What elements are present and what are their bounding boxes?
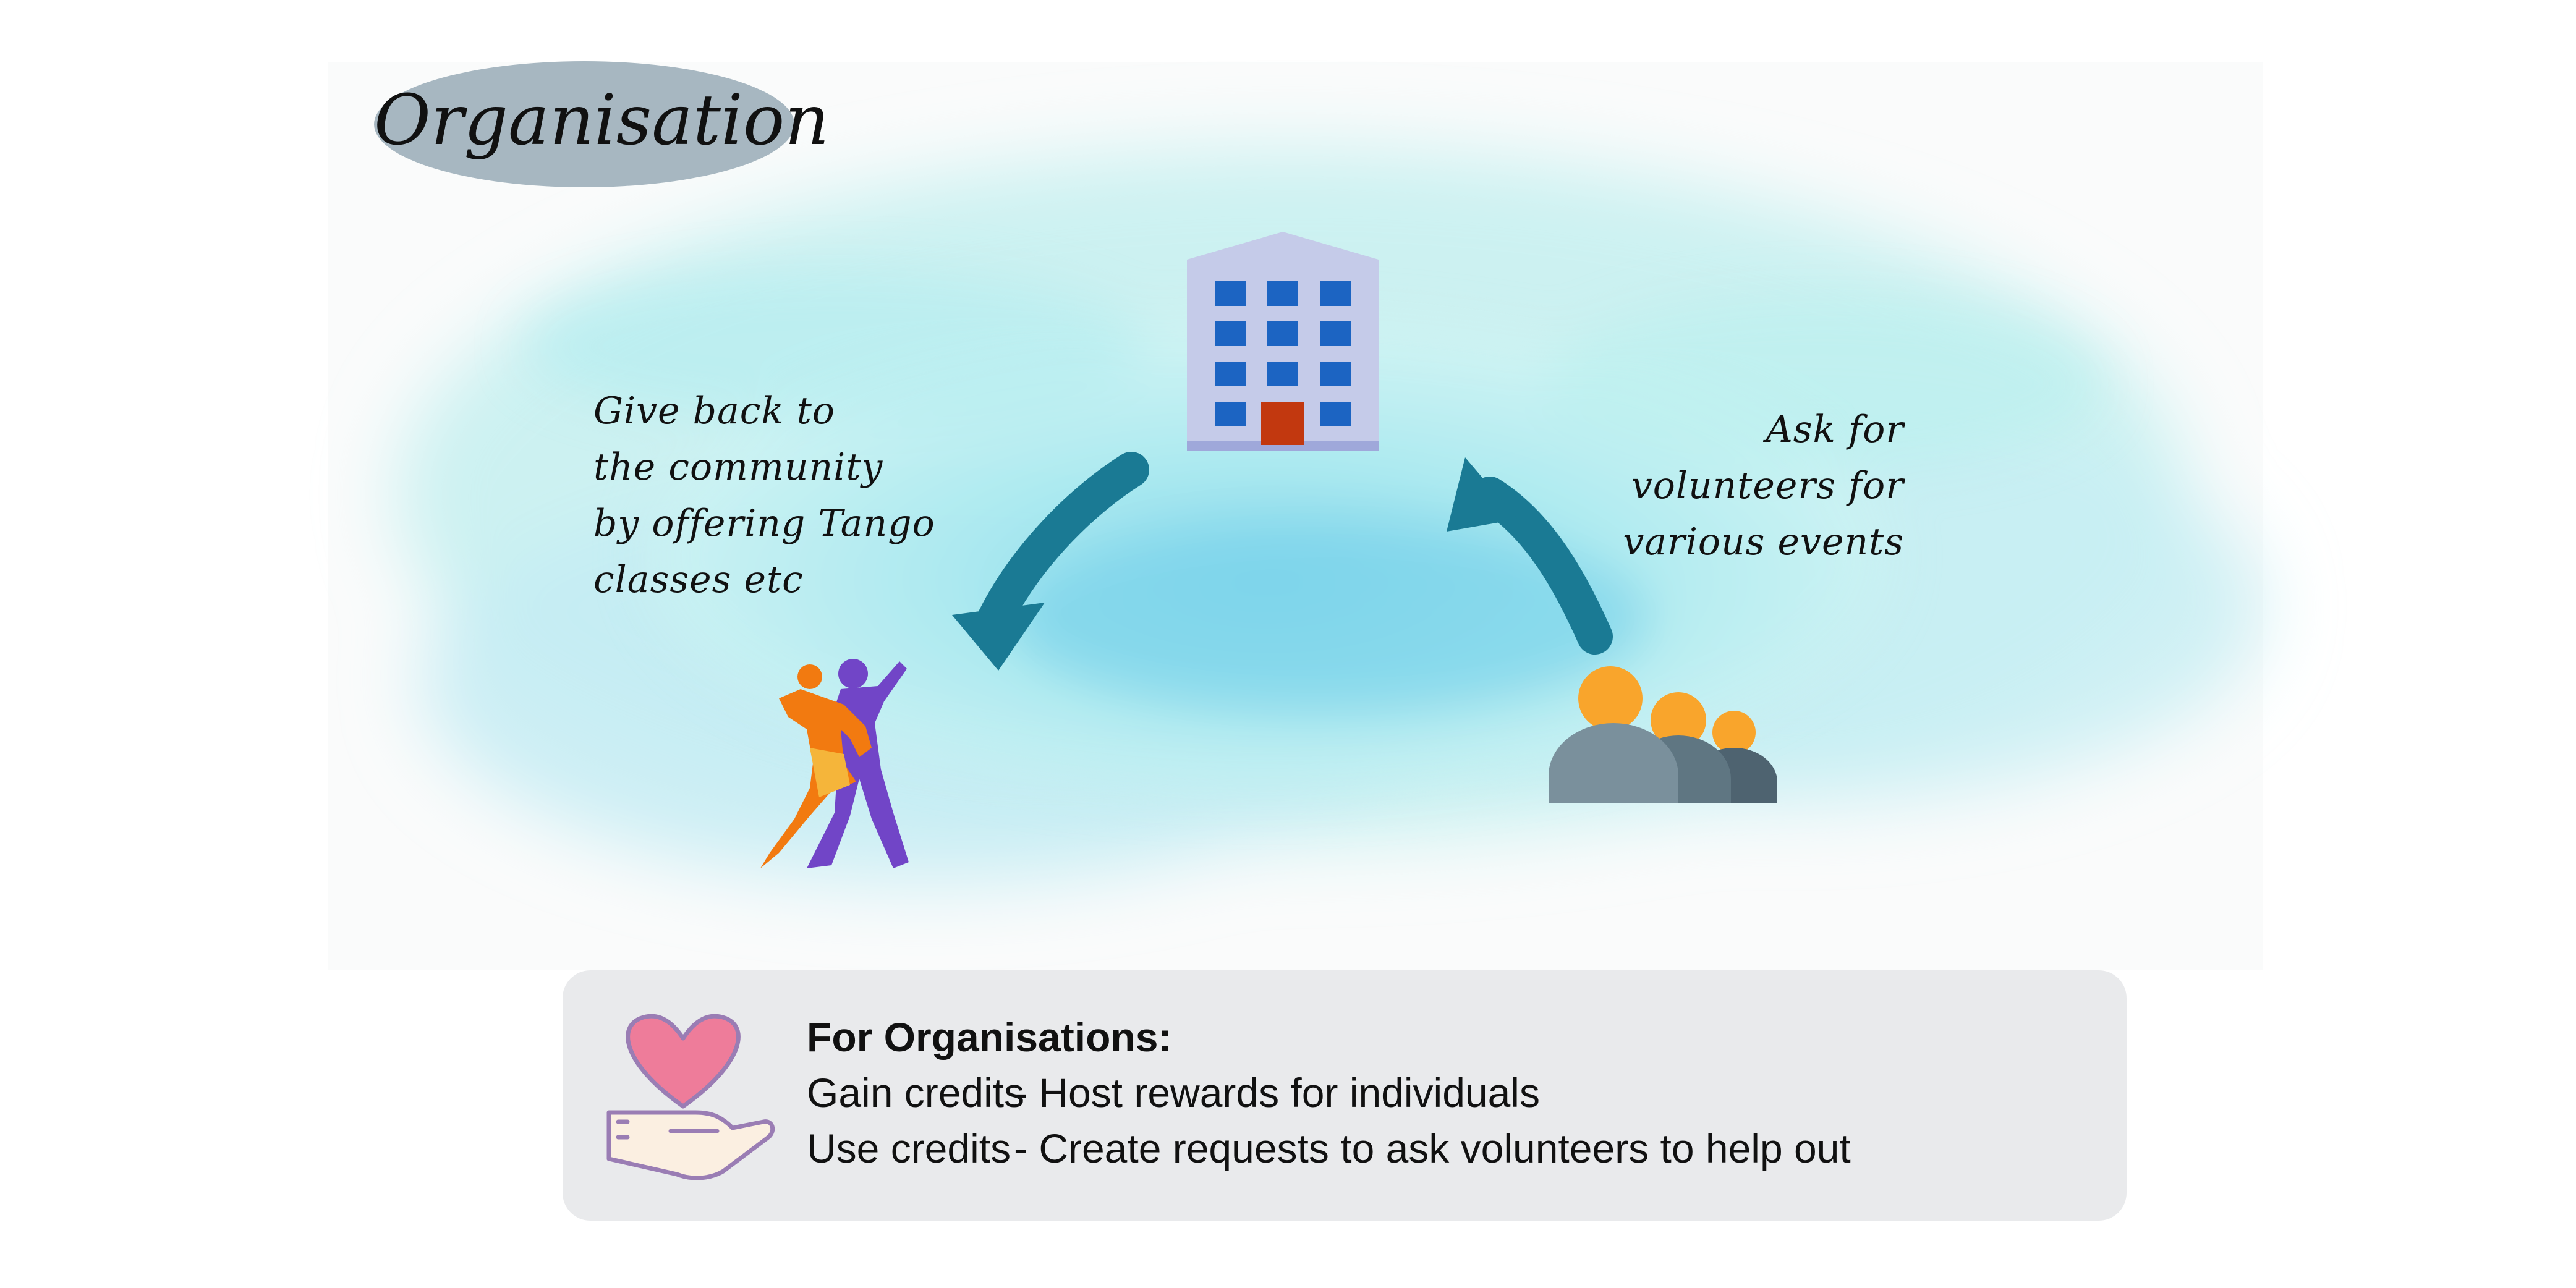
give-back-note-line: the community xyxy=(593,446,883,489)
use-credits-label: Use credits xyxy=(807,1125,1011,1171)
building-icon xyxy=(1187,232,1379,451)
give-back-note-line: by offering Tango xyxy=(593,502,935,545)
diagram-title: Organisation xyxy=(374,80,830,161)
tango-dancers-icon xyxy=(760,659,909,868)
gain-credits-label: Gain credits xyxy=(807,1070,1025,1116)
left-arrow xyxy=(952,452,1149,671)
ask-volunteers-note-line: various events xyxy=(1623,520,1904,564)
heart-in-hand-icon xyxy=(606,1014,775,1180)
gain-credits-description: - Host rewards for individuals xyxy=(1014,1070,1540,1116)
ask-volunteers-note-line: Ask for xyxy=(1766,408,1904,451)
group-of-people-icon xyxy=(1549,666,1777,803)
use-credits-description: - Create requests to ask volunteers to h… xyxy=(1014,1125,1851,1171)
title-oval xyxy=(374,61,794,187)
right-arrow xyxy=(1447,457,1613,655)
give-back-note-line: Give back to xyxy=(593,389,836,433)
ask-volunteers-note: Ask for volunteers for various events xyxy=(1583,402,1904,570)
ask-volunteers-note-line: volunteers for xyxy=(1631,464,1904,507)
info-heading: For Organisations: xyxy=(807,1014,1172,1060)
give-back-note-line: classes etc xyxy=(593,558,804,601)
give-back-note: Give back to the community by offering T… xyxy=(593,383,1026,608)
info-panel xyxy=(563,970,2127,1221)
